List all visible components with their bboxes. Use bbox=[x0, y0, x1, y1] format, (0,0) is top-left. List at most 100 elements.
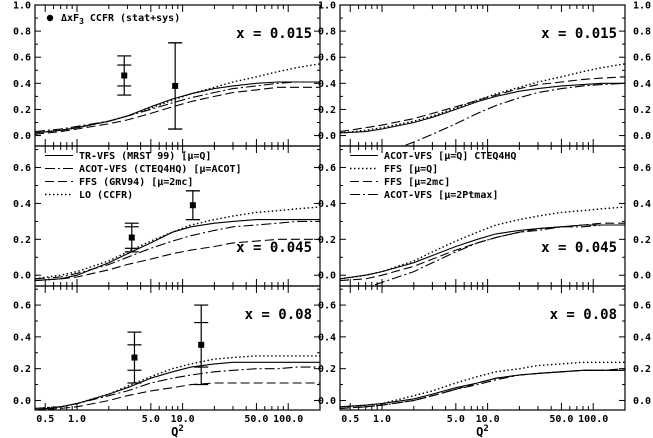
curve-dashed-left-0.045 bbox=[35, 238, 320, 282]
panel-frame bbox=[34, 285, 321, 411]
curve-dashed-left-0.08 bbox=[35, 382, 320, 410]
data-marker bbox=[121, 72, 128, 79]
data-point bbox=[117, 55, 132, 96]
x-axis-title: Q2 bbox=[171, 424, 184, 438]
legend-left-0.045: TR-VFS (MRST 99) [μ=Q] ACOT-VFS (CTEQ4HQ)… bbox=[45, 151, 242, 201]
y-tick-label: 0.2 bbox=[318, 364, 336, 375]
data-marker bbox=[131, 354, 138, 361]
y-tick-label: 0.0 bbox=[13, 131, 31, 142]
curve-dotted-left-0.045 bbox=[35, 206, 320, 280]
y-tick-label: 0.0 bbox=[13, 396, 31, 407]
y-tick-label-right: 0.2 bbox=[633, 235, 651, 246]
x-tick-label: 1.0 bbox=[68, 414, 86, 425]
curve-dashdot-left-0.015 bbox=[35, 81, 320, 133]
legend-label: FFS [μ=Q] bbox=[384, 164, 438, 175]
curve-dashdot-right-0.015 bbox=[401, 82, 625, 146]
curve-dotted-left-0.08 bbox=[35, 355, 320, 410]
y-tick-label-right: 0.6 bbox=[633, 301, 651, 312]
y-tick-label: 1.0 bbox=[318, 1, 336, 12]
curve-dashdot-right-0.08 bbox=[340, 369, 625, 409]
y-tick-label-right: 0.6 bbox=[633, 53, 651, 64]
panel-frame bbox=[339, 285, 626, 411]
x-tick-label: 100.0 bbox=[578, 414, 608, 425]
y-tick-label: 0.2 bbox=[13, 364, 31, 375]
panel-right-0.045: 0.0 0.0 0.2 0.2 0.4 0.4 0.6 0.6 x = 0.045 bbox=[318, 145, 651, 287]
legend-entry: ACOT-VFS [μ=Q] CTEQ4HQ bbox=[350, 151, 516, 162]
curve-dashed-right-0.08 bbox=[340, 368, 625, 409]
legend-label: ACOT-VFS (CTEQ4HQ) [μ=ACOT] bbox=[79, 164, 242, 175]
curve-dashed-left-0.015 bbox=[35, 86, 320, 135]
legend-label: ACOT-VFS [μ=2Ptmax] bbox=[384, 190, 498, 201]
panel-frame bbox=[339, 145, 626, 287]
curve-solid-left-0.015 bbox=[35, 81, 320, 134]
y-tick-label: 0.0 bbox=[318, 131, 336, 142]
x-tick-label: 50.0 bbox=[244, 414, 268, 425]
x-tick-label: 50.0 bbox=[549, 414, 573, 425]
y-tick-label: 0.6 bbox=[13, 53, 31, 64]
y-tick-label: 0.2 bbox=[318, 235, 336, 246]
y-tick-label: 0.0 bbox=[318, 396, 336, 407]
y-tick-label-right: 0.4 bbox=[633, 199, 651, 210]
y-tick-label: 0.0 bbox=[318, 271, 336, 282]
y-tick-label: 0.2 bbox=[318, 105, 336, 116]
data-marker bbox=[198, 341, 205, 348]
y-tick-label-right: 0.4 bbox=[633, 332, 651, 343]
y-tick-label: 0.4 bbox=[318, 79, 336, 90]
curve-solid-left-0.08 bbox=[35, 361, 320, 410]
curve-dotted-right-0.045 bbox=[340, 206, 625, 280]
x-tick-label: 10.0 bbox=[171, 414, 195, 425]
panel-left-0.08: 0.0 0.2 0.4 0.6 0.5 1.0 5.0 10.0 50.0 100.0 Q2 x = … bbox=[13, 285, 321, 438]
y-tick-label-right: 0.6 bbox=[633, 163, 651, 174]
data-marker bbox=[172, 82, 179, 89]
x-value-label: x = 0.045 bbox=[541, 240, 617, 256]
legend-entry: ΔxF3 CCFR (stat+sys) bbox=[46, 13, 180, 26]
curve-dashed-right-0.015 bbox=[340, 76, 625, 133]
legend-label-main: ΔxF bbox=[61, 13, 79, 24]
legend-left-0.015: ΔxF3 CCFR (stat+sys) bbox=[46, 13, 180, 26]
y-tick-label: 0.6 bbox=[13, 163, 31, 174]
x-axis-title-base: Q bbox=[476, 425, 483, 438]
x-tick-label: 10.0 bbox=[476, 414, 500, 425]
curve-dashdot-left-0.045 bbox=[35, 220, 320, 280]
y-tick-label: 0.2 bbox=[13, 105, 31, 116]
data-point bbox=[168, 42, 183, 130]
y-tick-label-right: 0.0 bbox=[633, 131, 651, 142]
data-point bbox=[127, 331, 142, 384]
y-tick-label: 0.4 bbox=[13, 199, 31, 210]
x-value-label: x = 0.045 bbox=[236, 240, 312, 256]
x-axis-title-exponent: 2 bbox=[483, 424, 488, 434]
curve-solid-right-0.08 bbox=[340, 369, 625, 408]
x-tick-label: 0.5 bbox=[341, 414, 359, 425]
x-axis-title-exponent: 2 bbox=[178, 424, 183, 434]
x-value-label: x = 0.015 bbox=[236, 26, 312, 42]
legend-label: FFS [μ=2mc] bbox=[384, 177, 450, 188]
y-tick-label: 0.6 bbox=[318, 53, 336, 64]
panel-right-0.015: 0.0 0.0 0.2 0.2 0.4 0.4 0.6 0.6 0.8 0.8 1.0 1.0 x = … bbox=[318, 1, 651, 147]
x-tick-label: 100.0 bbox=[273, 414, 303, 425]
legend-label-subscript: 3 bbox=[79, 17, 84, 26]
curve-dashdot-left-0.08 bbox=[35, 366, 320, 409]
legend-label-rest: CCFR (stat+sys) bbox=[84, 13, 180, 24]
legend-entry: LO (CCFR) bbox=[45, 190, 133, 201]
legend-label: ΔxF3 CCFR (stat+sys) bbox=[61, 13, 180, 26]
y-tick-label: 0.4 bbox=[13, 79, 31, 90]
x-tick-label: 1.0 bbox=[373, 414, 391, 425]
y-tick-label: 1.0 bbox=[13, 1, 31, 12]
curve-solid-right-0.015 bbox=[340, 82, 625, 134]
y-tick-label-right: 1.0 bbox=[633, 1, 651, 12]
legend-entry: ACOT-VFS [μ=2Ptmax] bbox=[350, 190, 498, 201]
data-marker bbox=[128, 234, 135, 241]
legend-entry: FFS (GRV94) [μ=2mc] bbox=[45, 177, 193, 188]
x-tick-label: 5.0 bbox=[447, 414, 465, 425]
curve-dashdot-right-0.045 bbox=[369, 224, 625, 286]
x-tick-label: 0.5 bbox=[36, 414, 54, 425]
x-value-label: x = 0.015 bbox=[541, 26, 617, 42]
y-tick-label: 0.2 bbox=[13, 235, 31, 246]
legend-entry: TR-VFS (MRST 99) [μ=Q] bbox=[45, 151, 211, 162]
y-tick-label-right: 0.4 bbox=[633, 79, 651, 90]
legend-entry: ACOT-VFS (CTEQ4HQ) [μ=ACOT] bbox=[45, 164, 242, 175]
data-point bbox=[194, 304, 209, 386]
y-tick-label-right: 0.2 bbox=[633, 364, 651, 375]
legend-entry: FFS [μ=2mc] bbox=[350, 177, 450, 188]
